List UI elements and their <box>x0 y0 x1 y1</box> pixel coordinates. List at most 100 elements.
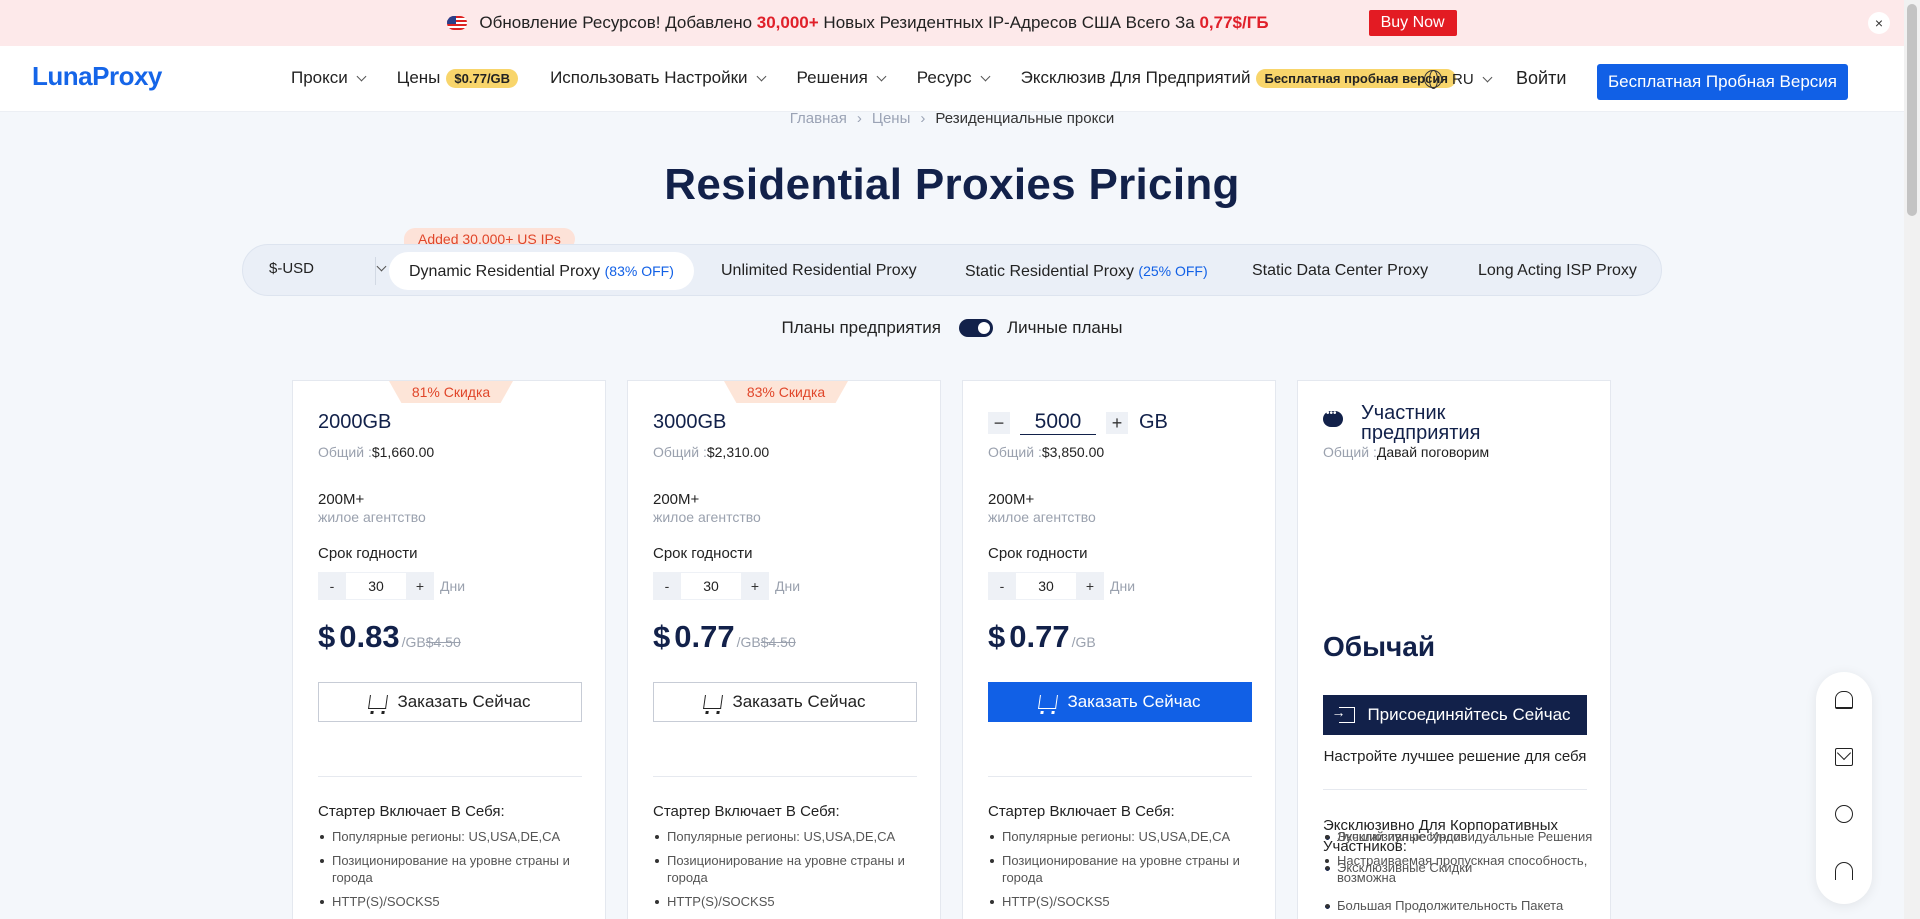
features-list: Популярные регионы: US,USA,DE,CA Позицио… <box>318 828 588 917</box>
nav-resources[interactable]: Ресурс <box>917 68 991 88</box>
main-nav: Прокси Цены $0.77/GB Использовать Настрой… <box>291 68 1488 88</box>
tab-unlimited-residential[interactable]: Unlimited Residential Proxy <box>721 262 917 279</box>
ip-type: жилое агентство <box>653 509 761 525</box>
days-input[interactable]: 30 <box>681 572 741 600</box>
page-title: Residential Proxies Pricing <box>664 160 1240 209</box>
chevron-down-icon <box>756 71 766 81</box>
breadcrumb-home[interactable]: Главная <box>789 110 847 127</box>
days-minus-button[interactable]: - <box>653 572 681 600</box>
cart-icon <box>368 695 389 709</box>
chevron-down-icon <box>876 71 887 81</box>
floating-contact-bar <box>1816 672 1872 904</box>
plan-total: Общий :$3,850.00 <box>988 444 1105 460</box>
list-item: HTTP(S)/SOCKS5 <box>318 893 588 910</box>
days-input[interactable]: 30 <box>1016 572 1076 600</box>
login-link[interactable]: Войти <box>1516 68 1567 88</box>
days-plus-button[interactable]: + <box>406 572 434 600</box>
discount-ribbon: 81% Скидка <box>389 381 513 403</box>
days-plus-button[interactable]: + <box>1076 572 1104 600</box>
divider <box>653 776 917 777</box>
list-item: Большая Продолжительность Пакета <box>1323 897 1593 914</box>
days-minus-button[interactable]: - <box>318 572 346 600</box>
login-icon <box>1331 704 1356 723</box>
plan-size: 2000GB <box>318 411 392 433</box>
tab-static-datacenter[interactable]: Static Data Center Proxy <box>1252 262 1429 279</box>
features-title: Стартер Включает В Себя: <box>653 803 840 820</box>
breadcrumb-current: Резиденциальные прокси <box>935 110 1115 127</box>
plan-card-custom-gb: − 5000 + GB Общий :$3,850.00 200M+ жилое… <box>962 380 1276 919</box>
days-plus-button[interactable]: + <box>741 572 769 600</box>
features-list: Лучший пул ресурсов Настраиваемая пропус… <box>1323 828 1593 893</box>
term-label: Срок годности <box>318 545 418 562</box>
enterprise-total: Общий :Давай поговорим <box>1323 444 1490 460</box>
scrollbar-thumb[interactable] <box>1907 4 1917 216</box>
order-button[interactable]: Заказать Сейчас <box>988 682 1252 722</box>
list-item: HTTP(S)/SOCKS5 <box>653 893 923 910</box>
personal-plans-label[interactable]: Личные планы <box>1006 318 1123 337</box>
tab-dynamic-residential[interactable]: Dynamic Residential Proxy (83% OFF) <box>389 252 694 290</box>
free-trial-button[interactable]: Бесплатная Пробная Версия <box>1597 64 1848 100</box>
logo[interactable]: LunaProxy <box>32 61 162 91</box>
buy-now-button[interactable]: Buy Now <box>1368 10 1457 36</box>
days-minus-button[interactable]: - <box>988 572 1016 600</box>
chevron-down-icon <box>980 71 991 81</box>
gb-minus-button[interactable]: − <box>988 411 1010 434</box>
list-item: HTTP(S)/SOCKS5 <box>988 893 1258 910</box>
nav-enterprise[interactable]: Эксклюзив Для Предприятий Бесплатная проб… <box>1021 68 1456 88</box>
divider <box>375 257 376 285</box>
enterprise-header: Участник предприятия <box>1323 403 1541 443</box>
cart-icon <box>703 695 724 709</box>
nav-settings[interactable]: Использовать Настройки <box>550 68 766 88</box>
enterprise-plans-label[interactable]: Планы предприятия <box>781 318 941 337</box>
gb-plus-button[interactable]: + <box>1106 411 1128 434</box>
list-item: Настраиваемая пропускная способность, во… <box>1323 852 1593 886</box>
list-item: Популярные регионы: US,USA,DE,CA <box>653 828 923 845</box>
tab-long-acting-isp[interactable]: Long Acting ISP Proxy <box>1478 262 1637 279</box>
term-label: Срок годности <box>653 545 753 562</box>
mail-icon[interactable] <box>1835 748 1853 766</box>
plan-card-3000gb: 83% Скидка 3000GB Общий :$2,310.00 200M+… <box>627 380 941 919</box>
ip-type: жилое агентство <box>318 509 426 525</box>
free-trial-badge: Бесплатная пробная версия <box>1256 68 1456 88</box>
term-label: Срок годности <box>988 545 1088 562</box>
list-item: Эксклюзивные Скидки <box>1323 859 1593 876</box>
breadcrumb: Главная › Цены › Резиденциальные прокси <box>0 110 1904 127</box>
features-list: Популярные регионы: US,USA,DE,CA Позицио… <box>988 828 1258 917</box>
headset-icon[interactable] <box>1835 862 1853 880</box>
order-button[interactable]: Заказать Сейчас <box>653 682 917 722</box>
plan-toggle: Планы предприятия Личные планы <box>0 318 1904 338</box>
breadcrumb-separator: › <box>856 110 862 127</box>
breadcrumb-pricing[interactable]: Цены <box>871 110 911 127</box>
nav-pricing[interactable]: Цены $0.77/GB <box>397 68 519 88</box>
whatsapp-icon[interactable] <box>1835 805 1853 823</box>
site-header: LunaProxy Прокси Цены $0.77/GB Использова… <box>0 46 1904 112</box>
bell-icon[interactable] <box>1835 691 1853 709</box>
order-button[interactable]: Заказать Сейчас <box>318 682 582 722</box>
close-icon[interactable]: × <box>1868 12 1890 34</box>
plan-total: Общий :$1,660.00 <box>318 444 435 460</box>
list-item: Популярные регионы: US,USA,DE,CA <box>988 828 1258 845</box>
features-title: Эксклюзивно Для Корпоративных Участников… <box>1323 817 1558 855</box>
features-title: Стартер Включает В Себя: <box>318 803 505 820</box>
enterprise-price: Обычай <box>1323 631 1436 662</box>
days-unit: Дни <box>440 578 466 594</box>
currency-select[interactable]: $-USD <box>269 260 387 277</box>
list-item: Позиционирование на уровне страны и горо… <box>988 852 1258 886</box>
tab-static-residential[interactable]: Static Residential Proxy (25% OFF) <box>965 263 1208 280</box>
unit-price: $0.83/GB $4.50 <box>318 619 461 654</box>
plan-switch[interactable] <box>958 319 993 337</box>
features-list: Популярные регионы: US,USA,DE,CA Позицио… <box>653 828 923 917</box>
list-item: Лучший пул ресурсов <box>1323 828 1593 845</box>
scrollbar[interactable] <box>1904 0 1920 919</box>
join-now-button[interactable]: Присоединяйтесь Сейчас <box>1323 695 1587 735</box>
unit-price: $0.77/GB <box>988 619 1096 654</box>
gb-input[interactable]: 5000 <box>1020 410 1096 435</box>
nav-solutions[interactable]: Решения <box>797 68 887 88</box>
list-item: Популярные регионы: US,USA,DE,CA <box>318 828 588 845</box>
days-input[interactable]: 30 <box>346 572 406 600</box>
nav-proxy[interactable]: Прокси <box>291 68 367 88</box>
language-selector[interactable]: RU <box>1424 70 1493 89</box>
divider <box>988 776 1252 777</box>
ip-count: 200M+ <box>988 491 1035 508</box>
breadcrumb-separator: › <box>920 110 926 127</box>
